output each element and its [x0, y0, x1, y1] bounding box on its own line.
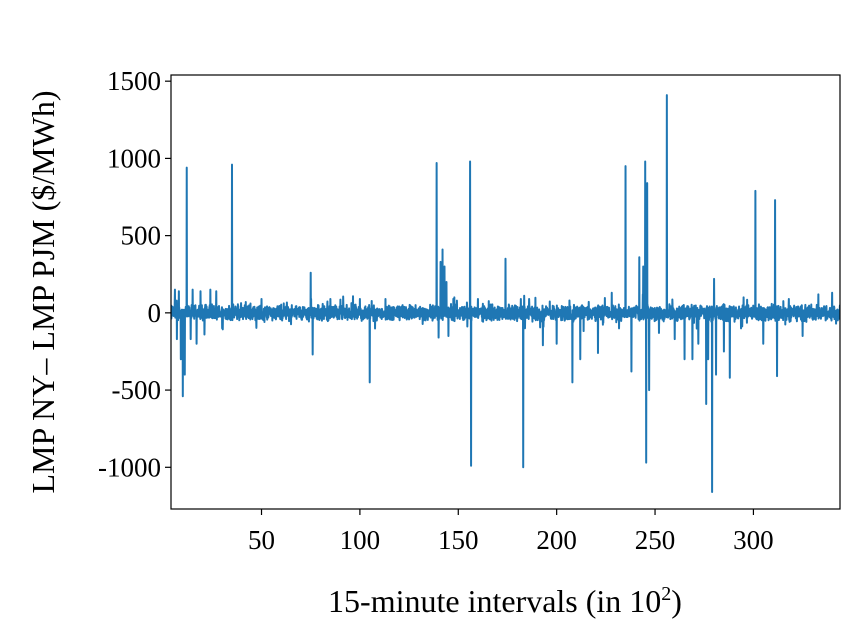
y-tick-label: 0: [148, 298, 162, 328]
x-axis: 50 100 150 200 250 300: [248, 509, 774, 555]
y-tick-label: 1500: [107, 66, 161, 96]
y-tick-label: -500: [112, 375, 162, 405]
y-tick-label: 500: [121, 221, 162, 251]
x-tick-label: 150: [438, 525, 479, 555]
plot-frame: [170, 74, 841, 510]
series-line: [171, 94, 840, 494]
x-tick-label: 200: [536, 525, 577, 555]
y-tick-label: -1000: [98, 452, 161, 482]
x-tick-label: 250: [635, 525, 676, 555]
series-layer: [171, 94, 840, 494]
x-tick-label: 300: [733, 525, 774, 555]
x-axis-title: 15-minute intervals (in 102): [328, 583, 682, 619]
x-tick-label: 50: [248, 525, 275, 555]
y-axis-title: LMP NY– LMP PJM ($/MWh): [25, 91, 61, 494]
y-tick-label: 1000: [107, 143, 161, 173]
x-tick-label: 100: [340, 525, 381, 555]
y-axis: 1500 1000 500 0 -500 -1000: [98, 66, 171, 482]
